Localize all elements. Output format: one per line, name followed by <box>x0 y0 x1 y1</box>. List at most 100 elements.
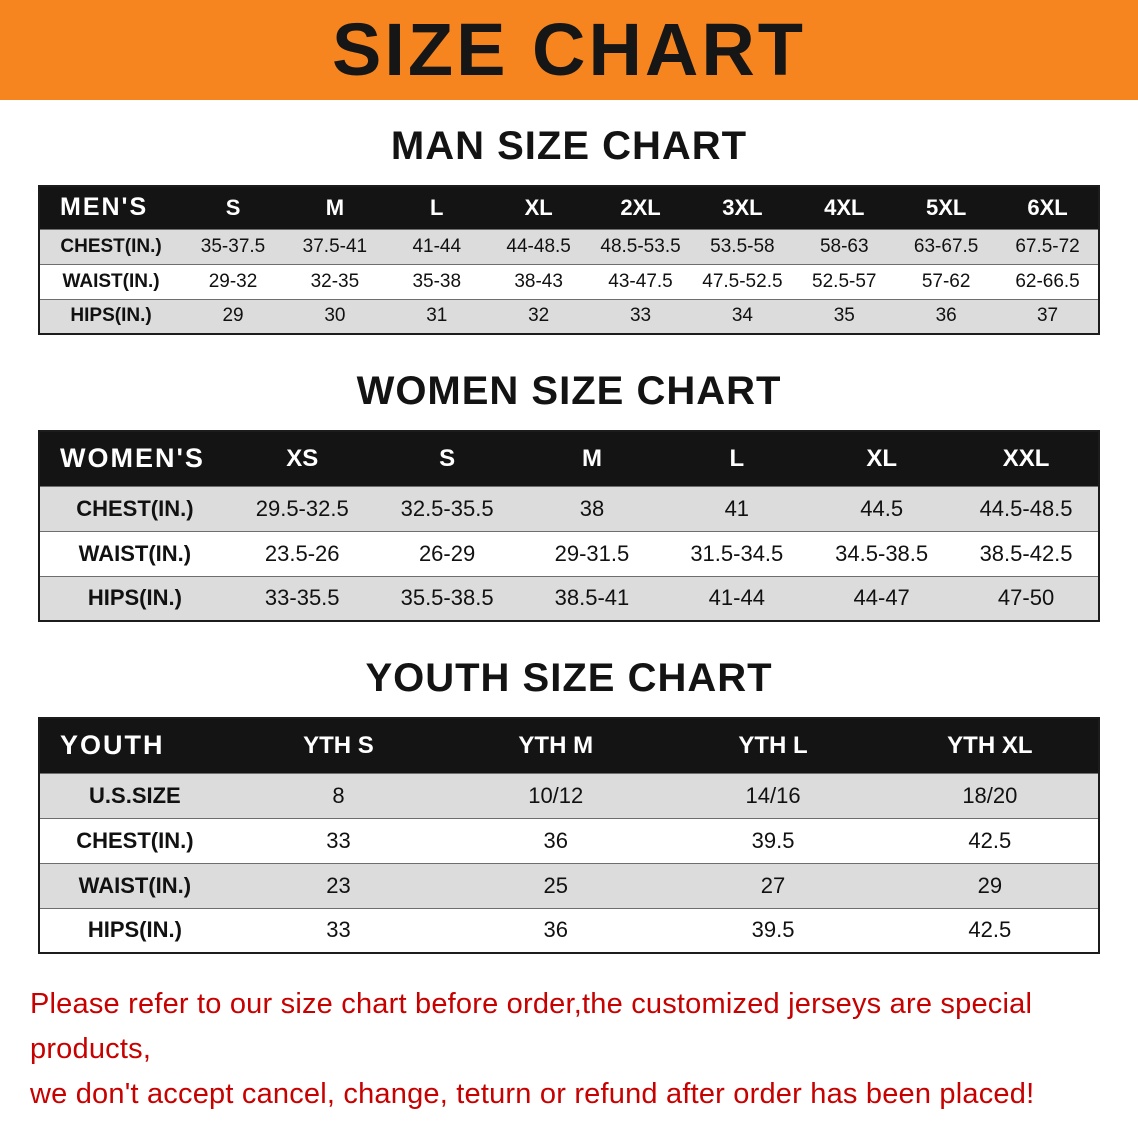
value-cell: 35-38 <box>385 263 488 299</box>
size-header-cell: 3XL <box>691 186 794 229</box>
table-name-cell: YOUTH <box>39 718 230 773</box>
table-row: WAIST(IN.) 23.5-26 26-29 29-31.5 31.5-34.5 34… <box>39 530 1099 576</box>
value-cell: 27 <box>664 862 882 908</box>
size-header-cell: L <box>385 186 488 229</box>
value-cell: 39.5 <box>664 907 882 953</box>
row-label-cell: WAIST(IN.) <box>39 263 183 299</box>
value-cell: 33 <box>229 907 448 953</box>
value-cell: 35.5-38.5 <box>374 575 520 621</box>
banner-title: SIZE CHART <box>332 8 806 91</box>
value-cell: 34 <box>691 298 794 334</box>
row-label-cell: WAIST(IN.) <box>39 862 230 908</box>
row-label-cell: CHEST(IN.) <box>39 228 183 264</box>
value-cell: 62-66.5 <box>997 263 1099 299</box>
section-women: WOMEN SIZE CHART WOMEN'S XS S M L XL XXL CHEST(I… <box>38 369 1100 622</box>
section-men: MAN SIZE CHART MEN'S S M L XL 2XL 3XL 4XL 5XL 6XL C… <box>38 124 1100 335</box>
value-cell: 58-63 <box>793 228 896 264</box>
section-youth: YOUTH SIZE CHART YOUTH YTH S YTH M YTH L YTH … <box>38 656 1100 954</box>
value-cell: 37.5-41 <box>283 228 386 264</box>
value-cell: 23.5-26 <box>229 530 375 576</box>
value-cell: 38.5-41 <box>519 575 665 621</box>
size-header-cell: 5XL <box>895 186 998 229</box>
value-cell: 35 <box>793 298 896 334</box>
value-cell: 31 <box>385 298 488 334</box>
value-cell: 63-67.5 <box>895 228 998 264</box>
value-cell: 47.5-52.5 <box>691 263 794 299</box>
value-cell: 44.5-48.5 <box>954 485 1099 531</box>
size-header-cell: XL <box>487 186 590 229</box>
row-label-cell: WAIST(IN.) <box>39 530 230 576</box>
size-header-cell: YTH XL <box>881 718 1099 773</box>
size-table-men: MEN'S S M L XL 2XL 3XL 4XL 5XL 6XL CHEST(IN.) 35-37… <box>38 185 1100 335</box>
size-header-cell: YTH M <box>447 718 665 773</box>
table-row: HIPS(IN.) 29 30 31 32 33 34 35 36 37 <box>39 298 1099 334</box>
table-row: U.S.SIZE 8 10/12 14/16 18/20 <box>39 772 1099 818</box>
row-label-cell: HIPS(IN.) <box>39 575 230 621</box>
table-row: HIPS(IN.) 33 36 39.5 42.5 <box>39 907 1099 953</box>
header-row-women: WOMEN'S XS S M L XL XXL <box>39 431 1099 486</box>
size-header-cell: XXL <box>954 431 1099 486</box>
row-label-cell: CHEST(IN.) <box>39 817 230 863</box>
value-cell: 32.5-35.5 <box>374 485 520 531</box>
row-label-cell: U.S.SIZE <box>39 772 230 818</box>
size-header-cell: M <box>283 186 386 229</box>
value-cell: 38 <box>519 485 665 531</box>
disclaimer-line-1: Please refer to our size chart before or… <box>30 988 1033 1065</box>
value-cell: 35-37.5 <box>182 228 284 264</box>
value-cell: 36 <box>447 817 665 863</box>
value-cell: 41-44 <box>664 575 810 621</box>
value-cell: 41-44 <box>385 228 488 264</box>
value-cell: 29 <box>881 862 1099 908</box>
value-cell: 44-48.5 <box>487 228 590 264</box>
size-header-cell: 6XL <box>997 186 1099 229</box>
size-header-cell: 4XL <box>793 186 896 229</box>
table-row: CHEST(IN.) 35-37.5 37.5-41 41-44 44-48.5 48.5… <box>39 228 1099 264</box>
value-cell: 36 <box>447 907 665 953</box>
value-cell: 29-31.5 <box>519 530 665 576</box>
table-row: CHEST(IN.) 33 36 39.5 42.5 <box>39 817 1099 863</box>
section-title-men: MAN SIZE CHART <box>390 124 748 168</box>
value-cell: 38-43 <box>487 263 590 299</box>
tables-container: MAN SIZE CHART MEN'S S M L XL 2XL 3XL 4XL 5XL 6XL C… <box>38 124 1100 954</box>
size-table-women: WOMEN'S XS S M L XL XXL CHEST(IN.) 29.5-32.5 32.5… <box>38 430 1100 622</box>
header-row-youth: YOUTH YTH S YTH M YTH L YTH XL <box>39 718 1099 773</box>
value-cell: 53.5-58 <box>691 228 794 264</box>
value-cell: 48.5-53.5 <box>589 228 692 264</box>
value-cell: 30 <box>283 298 386 334</box>
value-cell: 14/16 <box>664 772 882 818</box>
size-table-youth: YOUTH YTH S YTH M YTH L YTH XL U.S.SIZE 8 10/12… <box>38 717 1100 954</box>
size-chart-banner: SIZE CHART <box>0 0 1138 100</box>
table-row: HIPS(IN.) 33-35.5 35.5-38.5 38.5-41 41-44 44-… <box>39 575 1099 621</box>
value-cell: 34.5-38.5 <box>809 530 955 576</box>
row-label-cell: HIPS(IN.) <box>39 298 183 334</box>
value-cell: 29 <box>182 298 284 334</box>
value-cell: 8 <box>229 772 448 818</box>
header-row-men: MEN'S S M L XL 2XL 3XL 4XL 5XL 6XL <box>39 186 1099 229</box>
row-label-cell: HIPS(IN.) <box>39 907 230 953</box>
section-title-youth: YOUTH SIZE CHART <box>365 656 773 700</box>
value-cell: 42.5 <box>881 907 1099 953</box>
size-header-cell: L <box>664 431 810 486</box>
table-name-cell: WOMEN'S <box>39 431 230 486</box>
value-cell: 47-50 <box>954 575 1099 621</box>
value-cell: 29.5-32.5 <box>229 485 375 531</box>
value-cell: 37 <box>997 298 1099 334</box>
value-cell: 38.5-42.5 <box>954 530 1099 576</box>
value-cell: 31.5-34.5 <box>664 530 810 576</box>
size-header-cell: YTH L <box>664 718 882 773</box>
table-row: WAIST(IN.) 23 25 27 29 <box>39 862 1099 908</box>
value-cell: 18/20 <box>881 772 1099 818</box>
value-cell: 57-62 <box>895 263 998 299</box>
value-cell: 26-29 <box>374 530 520 576</box>
table-row: CHEST(IN.) 29.5-32.5 32.5-35.5 38 41 44.5 44.5… <box>39 485 1099 531</box>
size-header-cell: 2XL <box>589 186 692 229</box>
value-cell: 44.5 <box>809 485 955 531</box>
disclaimer-line-2: we don't accept cancel, change, teturn o… <box>30 1077 1035 1110</box>
value-cell: 36 <box>895 298 998 334</box>
value-cell: 42.5 <box>881 817 1099 863</box>
value-cell: 39.5 <box>664 817 882 863</box>
value-cell: 29-32 <box>182 263 284 299</box>
table-row: WAIST(IN.) 29-32 32-35 35-38 38-43 43-47.5 47.… <box>39 263 1099 299</box>
value-cell: 32-35 <box>283 263 386 299</box>
value-cell: 10/12 <box>447 772 665 818</box>
